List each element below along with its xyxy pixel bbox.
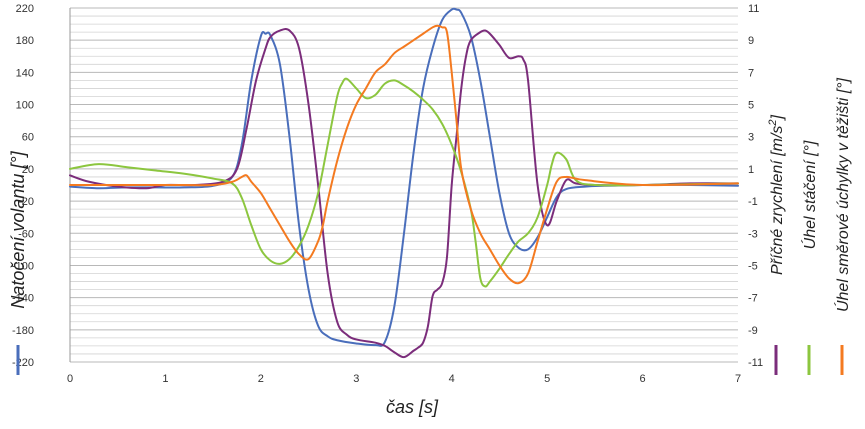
x-tick-label: 4 [449, 373, 455, 385]
x-tick-label: 7 [735, 373, 741, 385]
y-left-tick-label: 140 [16, 67, 34, 79]
y-right-tick-label: -5 [748, 260, 758, 272]
x-tick-label: 1 [162, 373, 168, 385]
y-right-tick-label: 7 [748, 67, 754, 79]
y-right-tick-label: 3 [748, 132, 754, 144]
x-axis-title: čas [s] [386, 397, 439, 417]
y-left-tick-label: 20 [22, 164, 34, 176]
y-right-axis-title: Úhel stáčení [°] [800, 140, 819, 249]
y-left-tick-label: 220 [16, 3, 34, 15]
x-tick-label: 0 [67, 373, 73, 385]
y-left-tick-label: -20 [18, 196, 34, 208]
x-tick-label: 6 [640, 373, 646, 385]
y-left-tick-label: -180 [12, 325, 34, 337]
y-right-axis-title: Příčné zrychlení [m/s2] [767, 114, 786, 275]
y-left-tick-label: -100 [12, 260, 34, 272]
series-line-sideslip_angle [69, 24, 739, 285]
y-right-tick-label: 9 [748, 35, 754, 47]
y-left-tick-label: -140 [12, 293, 34, 305]
y-left-tick-label: -60 [18, 228, 34, 240]
y-right-axis-title: Úhel směrové úchylky v těžišti [°] [833, 77, 852, 312]
y-left-tick-label: -220 [12, 357, 34, 369]
y-right-tick-label: -7 [748, 293, 758, 305]
y-right-tick-label: 5 [748, 100, 754, 112]
series-line-lateral_acceleration [69, 27, 739, 359]
y-left-tick-label: 100 [16, 100, 34, 112]
x-tick-label: 3 [353, 373, 359, 385]
y-right-tick-label: -1 [748, 196, 758, 208]
y-left-tick-label: 180 [16, 35, 34, 47]
x-tick-label: 2 [258, 373, 264, 385]
y-right-tick-label: 11 [748, 3, 759, 15]
y-right-tick-label: -11 [748, 357, 763, 369]
axis-labels: -220-180-140-100-60-202060100140180220-1… [8, 3, 852, 417]
y-right-tick-label: 1 [748, 164, 754, 176]
y-right-tick-label: -3 [748, 228, 758, 240]
y-left-tick-label: 60 [22, 132, 34, 144]
x-tick-label: 5 [544, 373, 550, 385]
y-right-tick-label: -9 [748, 325, 758, 337]
series-line-yaw_angle [69, 77, 739, 288]
series-lines [69, 7, 739, 359]
y-left-axis-title: Natočení volantu [°] [8, 150, 28, 308]
